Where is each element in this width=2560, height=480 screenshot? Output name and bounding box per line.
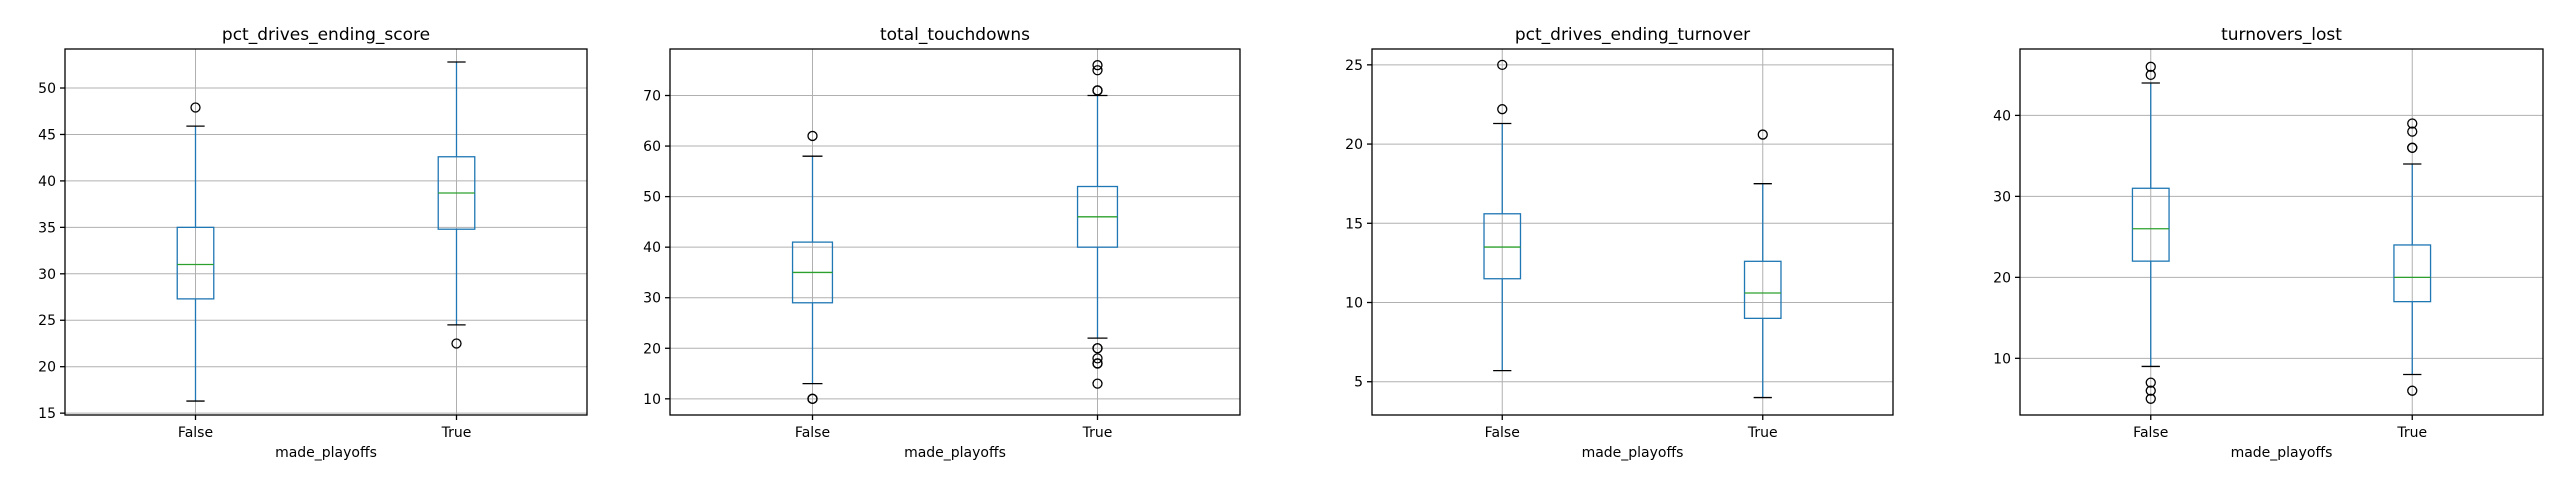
outlier-point — [2145, 69, 2156, 81]
y-tick-label: 30 — [1993, 189, 2011, 205]
y-tick-label: 10 — [1993, 351, 2011, 367]
box-false — [176, 102, 215, 402]
axes-frame — [2019, 48, 2544, 416]
y-tick-label: 10 — [1345, 296, 1363, 312]
chart-title: pct_drives_ending_score — [222, 25, 430, 45]
box-iqr — [1483, 213, 1522, 280]
y-tick-label: 40 — [38, 174, 56, 190]
chart-panel-1: 15 20 25 30 35 40 45 50 False True pct_drives_endi… — [38, 25, 588, 461]
box-true — [437, 61, 476, 349]
box-iqr — [2131, 187, 2170, 262]
outlier-point — [1092, 85, 1103, 96]
chart-title: pct_drives_ending_turnover — [1515, 25, 1750, 45]
y-tick-label: 25 — [38, 313, 56, 329]
x-axis-label: made_playoffs — [2231, 445, 2333, 461]
box-iqr — [2393, 244, 2432, 303]
outlier-point — [1092, 65, 1103, 76]
y-tick-label: 35 — [38, 220, 56, 236]
y-tick-label: 20 — [1345, 137, 1363, 153]
axes-frame — [1371, 48, 1894, 416]
x-tick-label: False — [795, 425, 830, 441]
y-tick-label: 20 — [643, 341, 661, 357]
y-tick-label: 50 — [38, 81, 56, 97]
x-tick-label: False — [178, 425, 213, 441]
outlier-point — [807, 393, 818, 404]
outlier-point — [451, 338, 462, 349]
box-true — [2393, 118, 2432, 396]
y-tick-label: 15 — [38, 406, 56, 422]
y-tick-label: 30 — [38, 267, 56, 283]
outlier-point — [807, 130, 818, 142]
outlier-point — [2407, 385, 2418, 396]
y-tick-label: 30 — [643, 291, 661, 307]
box-false — [2131, 61, 2170, 404]
outlier-point — [1092, 353, 1103, 364]
axes-frame — [669, 48, 1241, 416]
x-tick-label: True — [1082, 425, 1113, 441]
y-tick-label: 60 — [643, 139, 661, 155]
x-tick-label: True — [441, 425, 472, 441]
chart-title: turnovers_lost — [2221, 25, 2342, 45]
y-tick-label: 40 — [1993, 108, 2011, 124]
outlier-point — [1497, 59, 1508, 70]
outlier-point — [1092, 378, 1103, 389]
box-false — [791, 130, 834, 404]
x-tick-label: True — [1747, 425, 1778, 441]
chart-panel-2: 10 20 30 40 50 60 70 False True total_touchdownsm… — [643, 25, 1241, 461]
x-axis-label: made_playoffs — [275, 445, 377, 461]
box-iqr — [1743, 260, 1782, 320]
y-tick-label: 25 — [1345, 58, 1363, 74]
outlier-point — [2407, 126, 2418, 137]
box-true — [1743, 129, 1782, 399]
chart-panel-4: 10 20 30 40 False True turnovers_lost made_play… — [1993, 25, 2544, 461]
outlier-point — [2145, 377, 2156, 388]
box-true — [1076, 60, 1119, 389]
outlier-point — [1092, 358, 1103, 369]
y-tick-label: 50 — [643, 190, 661, 206]
y-tick-label: 40 — [643, 240, 661, 256]
x-axis-label: made_playoffs — [1582, 445, 1684, 461]
outlier-point — [1092, 343, 1103, 354]
outlier-point — [2145, 385, 2156, 396]
x-tick-label: False — [2133, 425, 2168, 441]
outlier-point — [1092, 60, 1103, 71]
outlier-point — [190, 102, 201, 113]
y-tick-label: 45 — [38, 127, 56, 143]
x-tick-label: True — [2396, 425, 2427, 441]
outlier-point — [1497, 104, 1508, 115]
y-tick-label: 20 — [38, 360, 56, 376]
chart-panel-3: 5 10 15 20 25 False True pct_drives_ending_turn… — [1345, 25, 1894, 461]
y-tick-label: 5 — [1354, 375, 1363, 391]
y-tick-label: 20 — [1993, 270, 2011, 286]
outlier-point — [2145, 61, 2156, 72]
y-tick-label: 10 — [643, 392, 661, 408]
box-iqr — [176, 226, 215, 300]
y-tick-label: 70 — [643, 89, 661, 105]
y-tick-label: 15 — [1345, 216, 1363, 232]
axes-frame — [64, 48, 588, 416]
outlier-point — [2145, 393, 2156, 404]
x-tick-label: False — [1485, 425, 1520, 441]
outlier-point — [1757, 129, 1768, 140]
x-axis-label: made_playoffs — [904, 445, 1006, 461]
box-false — [1483, 59, 1522, 372]
outlier-point — [2407, 118, 2418, 129]
outlier-point — [2407, 142, 2418, 153]
chart-title: total_touchdowns — [880, 25, 1030, 45]
